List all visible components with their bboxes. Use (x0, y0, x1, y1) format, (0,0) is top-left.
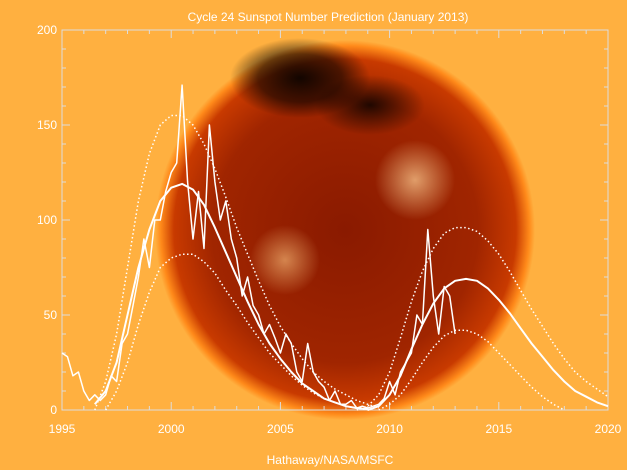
y-tick-label: 150 (37, 118, 57, 132)
x-tick-label: 2005 (267, 422, 294, 436)
x-tick-label: 2015 (485, 422, 512, 436)
y-tick-label: 50 (44, 308, 58, 322)
x-tick-label: 2010 (376, 422, 403, 436)
y-tick-label: 200 (37, 23, 57, 37)
x-tick-label: 2020 (595, 422, 622, 436)
series-line-5-dotted (356, 226, 609, 411)
y-tick-label: 0 (50, 403, 57, 417)
chart-title: Cycle 24 Sunspot Number Prediction (Janu… (188, 10, 469, 24)
y-tick-label: 100 (37, 213, 57, 227)
x-tick-label: 1995 (49, 422, 76, 436)
x-tick-label: 2000 (158, 422, 185, 436)
series-line-2-dotted (94, 114, 379, 411)
chart-credit: Hathaway/NASA/MSFC (267, 453, 394, 467)
series-line-6-dotted (378, 329, 565, 411)
series-line-0-solid-jagged (61, 84, 456, 409)
plot-frame (61, 29, 609, 411)
series-line-4-solid-smooth (367, 277, 609, 411)
